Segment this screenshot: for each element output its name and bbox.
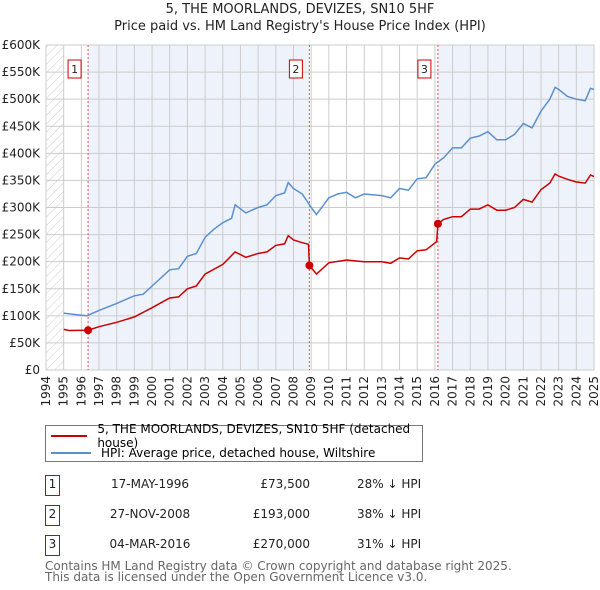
x-tick-label: 2025 <box>587 376 600 407</box>
y-tick-label: £200K <box>2 255 42 269</box>
x-tick-label: 2018 <box>463 376 477 407</box>
x-tick-label: 2015 <box>410 376 424 407</box>
price-chart: £0 £50K £100K £150K £200K £250K £300K £350K £400… <box>2 38 600 407</box>
y-tick-label: £300K <box>2 201 42 215</box>
sale-marker-label: 3 <box>421 63 428 76</box>
x-tick-label: 2019 <box>481 376 495 407</box>
x-tick-label: 2006 <box>251 376 265 407</box>
blue-line-swatch <box>51 452 91 454</box>
sale-marker-label: 2 <box>45 505 60 526</box>
x-tick-label: 2021 <box>516 376 530 407</box>
y-tick-label: £100K <box>2 309 42 323</box>
sale-marker-label: 1 <box>71 63 78 76</box>
sale-price: £193,000 <box>252 507 310 521</box>
x-tick-label: 1998 <box>110 376 124 407</box>
y-tick-label: £500K <box>2 92 42 106</box>
legend-item-hpi: HPI: Average price, detached house, Wilt… <box>51 446 375 460</box>
y-tick-label: £450K <box>2 119 42 133</box>
x-tick-label: 1999 <box>127 376 141 407</box>
y-tick-label: £350K <box>2 173 42 187</box>
sale-marker-label: 2 <box>292 63 299 76</box>
sale-point <box>433 219 442 228</box>
y-tick-label: £50K <box>9 336 41 350</box>
x-tick-label: 2002 <box>180 376 194 407</box>
series-line <box>63 86 594 317</box>
x-tick-label: 2020 <box>499 376 513 407</box>
x-tick-label: 2023 <box>552 376 566 407</box>
footer-copyright: Contains HM Land Registry data © Crown c… <box>45 559 512 573</box>
sale-marker-box <box>417 59 432 79</box>
legend-label: HPI: Average price, detached house, Wilt… <box>101 446 376 460</box>
x-tick-label: 2016 <box>428 376 442 407</box>
sale-point <box>84 326 93 335</box>
sale-date: 04-MAR-2016 <box>109 537 191 551</box>
y-tick-label: £400K <box>2 146 42 160</box>
legend: 5, THE MOORLANDS, DEVIZES, SN10 5HF (det… <box>45 422 423 462</box>
x-tick-label: 2011 <box>340 376 354 407</box>
x-tick-label: 2010 <box>322 376 336 407</box>
legend-label: 5, THE MOORLANDS, DEVIZES, SN10 5HF (det… <box>97 422 411 450</box>
plot-border <box>45 44 595 371</box>
x-tick-label: 2009 <box>304 376 318 407</box>
sale-hpi-diff: 38% ↓ HPI <box>357 507 422 521</box>
x-tick-label: 2013 <box>375 376 389 407</box>
x-tick-label: 2000 <box>145 376 159 407</box>
x-tick-label: 2003 <box>198 376 212 407</box>
sale-marker-box <box>288 59 303 79</box>
y-tick-label: £550K <box>2 65 42 79</box>
red-line-swatch <box>51 435 88 437</box>
footer-licence: This data is licensed under the Open Gov… <box>45 570 428 584</box>
x-tick-label: 2014 <box>393 376 407 407</box>
sale-hpi-diff: 28% ↓ HPI <box>357 477 422 491</box>
sale-date: 17-MAY-1996 <box>110 477 189 491</box>
y-tick-label: £600K <box>2 38 42 52</box>
x-tick-label: 1996 <box>74 376 88 407</box>
legend-item-property: 5, THE MOORLANDS, DEVIZES, SN10 5HF (det… <box>51 422 422 450</box>
sale-marker-box <box>67 59 82 79</box>
x-tick-label: 2022 <box>534 376 548 407</box>
sale-date: 27-NOV-2008 <box>109 507 191 521</box>
sale-marker-label: 1 <box>45 475 60 496</box>
y-tick-label: £0 <box>25 363 40 377</box>
chart-title: 5, THE MOORLANDS, DEVIZES, SN10 5HF <box>165 2 435 17</box>
sale-point <box>305 261 314 270</box>
sale-marker-label: 3 <box>45 535 60 556</box>
x-tick-label: 2008 <box>286 376 300 407</box>
x-tick-label: 2005 <box>233 376 247 407</box>
y-tick-label: £150K <box>2 282 42 296</box>
x-tick-label: 2001 <box>163 376 177 407</box>
sale-hpi-diff: 31% ↓ HPI <box>357 537 422 551</box>
x-tick-label: 2017 <box>446 376 460 407</box>
y-tick-label: £250K <box>2 228 42 242</box>
x-tick-label: 2004 <box>216 376 230 407</box>
x-tick-label: 2012 <box>357 376 371 407</box>
series-line <box>63 172 594 332</box>
sale-price: £73,500 <box>260 477 310 491</box>
sale-price: £270,000 <box>252 537 310 551</box>
chart-subtitle: Price paid vs. HM Land Registry's House … <box>114 19 486 34</box>
x-tick-label: 1994 <box>39 376 53 407</box>
x-tick-label: 1995 <box>57 376 71 407</box>
x-tick-label: 2007 <box>269 376 283 407</box>
x-tick-label: 1997 <box>92 376 106 407</box>
x-tick-label: 2024 <box>569 376 583 407</box>
